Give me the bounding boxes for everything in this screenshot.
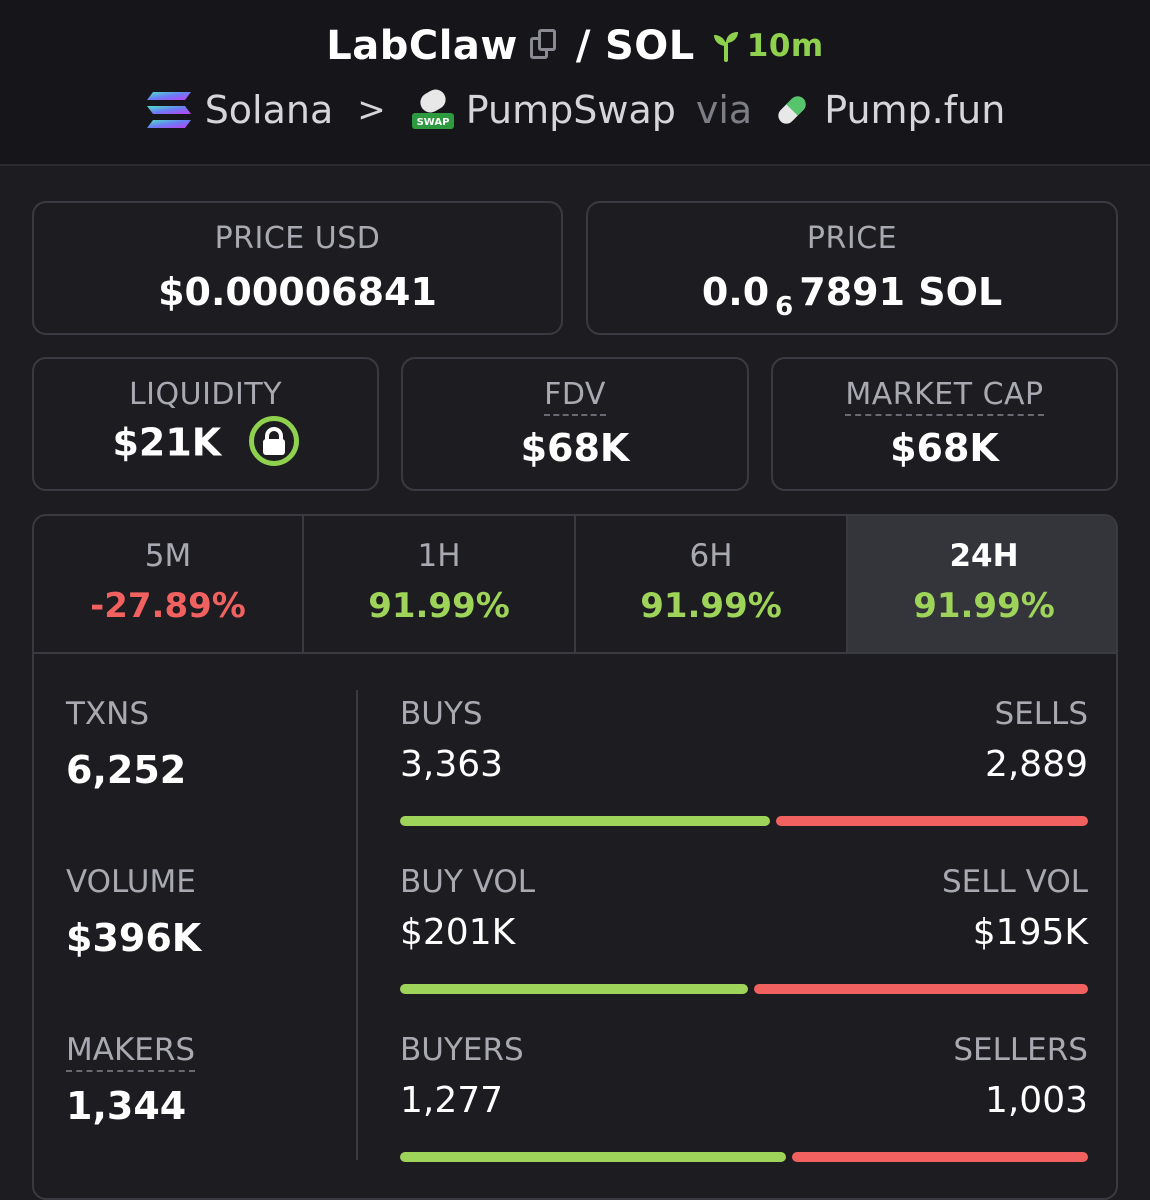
tab-label: 1H [417, 538, 461, 574]
launchpad-link[interactable]: Pump.fun [824, 88, 1006, 132]
makers-split: BUYERS SELLERS 1,277 1,003 [400, 1032, 1088, 1172]
price-usd-card: PRICE USD $0.00006841 [32, 201, 563, 335]
volume-label: VOLUME [66, 864, 196, 900]
price-usd-value: $0.00006841 [158, 270, 437, 314]
sell-vol-label: SELL VOL [942, 864, 1088, 900]
price-usd-label: PRICE USD [214, 221, 381, 256]
tab-6h[interactable]: 6H 91.99% [576, 516, 848, 652]
price-native-prefix: 0.0 [701, 270, 770, 314]
pill-icon [778, 96, 806, 124]
fdv-label[interactable]: FDV [544, 377, 606, 416]
tab-label: 24H [949, 538, 1019, 574]
tab-1h[interactable]: 1H 91.99% [304, 516, 576, 652]
solana-icon [146, 92, 191, 128]
sells-label: SELLS [994, 696, 1088, 732]
buys-value: 3,363 [400, 744, 504, 785]
pair-age: 10m [709, 28, 824, 64]
stats-panel: 5M -27.89% 1H 91.99% 6H 91.99% 24H 91.99… [32, 514, 1118, 1200]
tab-change: -27.89% [90, 586, 246, 626]
makers-label[interactable]: MAKERS [66, 1032, 196, 1072]
tab-label: 6H [689, 538, 733, 574]
copy-icon[interactable] [528, 29, 558, 63]
liquidity-value-row: $21K [34, 416, 377, 470]
price-native-digits: 7891 [799, 270, 906, 314]
makers-value: 1,344 [66, 1084, 187, 1128]
sellers-label: SELLERS [953, 1032, 1088, 1068]
buys-label: BUYS [400, 696, 483, 732]
price-native-zeros: 6 [775, 292, 794, 322]
pair-title: LabClaw / SOL 10m [0, 20, 1150, 72]
liquidity-card: LIQUIDITY $21K [32, 357, 379, 491]
tab-change: 91.99% [640, 586, 782, 626]
fdv-card: FDV $68K [401, 357, 749, 491]
lock-icon[interactable] [248, 416, 299, 466]
buy-vol-bar [400, 984, 748, 994]
dex-link[interactable]: PumpSwap [465, 88, 676, 132]
volume-value: $396K [66, 916, 202, 960]
volume-split: BUY VOL SELL VOL $201K $195K [400, 864, 1088, 1004]
sells-value: 2,889 [984, 744, 1088, 785]
buyers-label: BUYERS [400, 1032, 524, 1068]
tab-24h[interactable]: 24H 91.99% [848, 516, 1116, 652]
sells-bar [776, 816, 1088, 826]
buy-vol-value: $201K [400, 912, 516, 953]
token-name: LabClaw [326, 23, 518, 69]
pumpswap-icon: SWAP [411, 89, 454, 129]
makers-stat: MAKERS 1,344 [66, 1032, 196, 1128]
chevron-right-icon: > [357, 90, 386, 130]
price-native-value: 0.0 6 7891 SOL [588, 270, 1116, 322]
price-native-card: PRICE 0.0 6 7891 SOL [586, 201, 1118, 335]
pair-header: LabClaw / SOL 10m Solana > [0, 0, 1150, 166]
chain-link[interactable]: Solana [204, 88, 334, 132]
price-native-label: PRICE [806, 221, 898, 256]
column-divider [356, 690, 358, 1160]
buy-vol-label: BUY VOL [400, 864, 536, 900]
pair-age-value: 10m [746, 28, 824, 64]
swap-badge-text: SWAP [416, 117, 449, 128]
breadcrumb: Solana > SWAP PumpSwap via Pump.fun [0, 84, 1150, 136]
txns-stat: TXNS 6,252 [66, 696, 186, 792]
timeframe-tabs: 5M -27.89% 1H 91.99% 6H 91.99% 24H 91.99… [34, 516, 1116, 654]
liquidity-label: LIQUIDITY [128, 377, 283, 412]
sell-vol-bar [754, 984, 1088, 994]
volume-stat: VOLUME $396K [66, 864, 201, 960]
quote-token: SOL [604, 23, 695, 69]
pair-separator: / [575, 23, 591, 69]
sprout-icon [713, 32, 738, 62]
tab-5m[interactable]: 5M -27.89% [34, 516, 304, 652]
txns-label: TXNS [66, 696, 150, 732]
sell-vol-value: $195K [972, 912, 1088, 953]
fdv-value: $68K [520, 426, 630, 470]
txns-split: BUYS SELLS 3,363 2,889 [400, 696, 1088, 836]
buyers-value: 1,277 [400, 1080, 504, 1121]
sellers-value: 1,003 [984, 1080, 1088, 1121]
tab-change: 91.99% [368, 586, 510, 626]
buyers-bar [400, 1152, 786, 1162]
txns-value: 6,252 [66, 748, 187, 792]
market-cap-label[interactable]: MARKET CAP [845, 377, 1044, 416]
market-cap-value: $68K [890, 426, 999, 470]
market-cap-card: MARKET CAP $68K [771, 357, 1118, 491]
sellers-bar [792, 1152, 1088, 1162]
buys-bar [400, 816, 770, 826]
tab-label: 5M [144, 538, 192, 574]
tab-change: 91.99% [913, 586, 1055, 626]
via-text: via [695, 88, 753, 132]
price-native-unit: SOL [918, 270, 1003, 314]
liquidity-value: $21K [112, 420, 222, 465]
